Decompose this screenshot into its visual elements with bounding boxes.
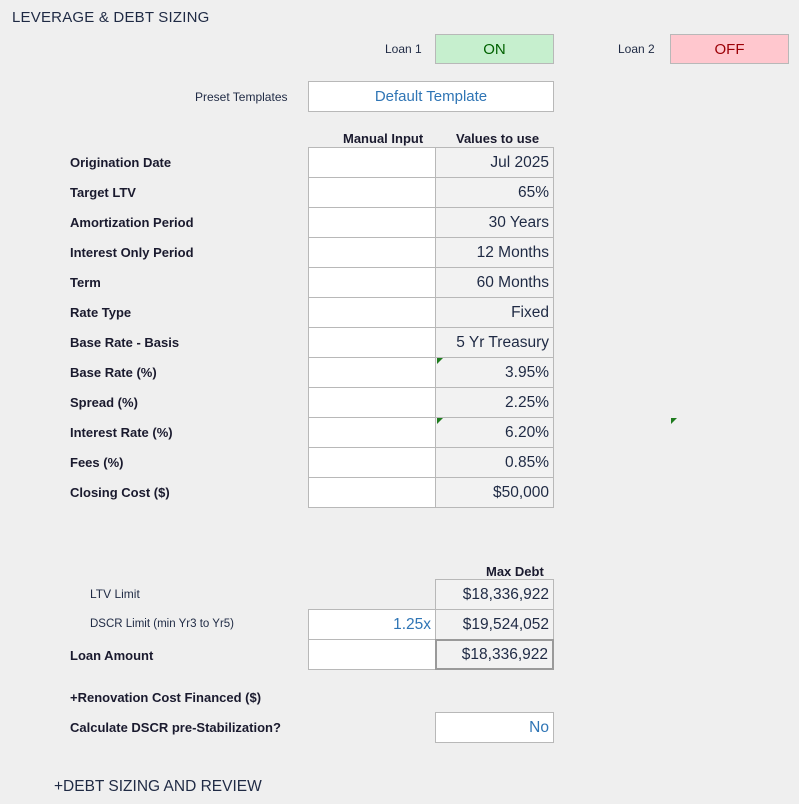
debt-sizing-review-link[interactable]: +DEBT SIZING AND REVIEW (54, 778, 262, 795)
row-label: Base Rate (%) (70, 365, 157, 380)
preset-label: Preset Templates (195, 90, 288, 104)
row-label: Closing Cost ($) (70, 485, 170, 500)
row-label: Term (70, 275, 101, 290)
manual-input-cell[interactable] (308, 447, 436, 478)
manual-input-cell[interactable] (308, 207, 436, 238)
value-to-use-cell: 3.95% (435, 357, 554, 388)
comment-indicator-icon (437, 358, 443, 364)
dscr-limit-label: DSCR Limit (min Yr3 to Yr5) (90, 618, 234, 630)
row-label: Base Rate - Basis (70, 335, 180, 350)
manual-input-header: Manual Input (343, 131, 424, 146)
row-label: Origination Date (70, 155, 172, 170)
manual-input-cell[interactable] (308, 477, 436, 508)
value-to-use-cell: 6.20% (435, 417, 554, 448)
value-to-use-cell: 30 Years (435, 207, 554, 238)
dscr-limit-input[interactable]: 1.25x (308, 609, 436, 640)
manual-input-cell[interactable] (308, 297, 436, 328)
loan2-toggle[interactable]: OFF (670, 34, 789, 64)
value-to-use-cell: 0.85% (435, 447, 554, 478)
row-label: Fees (%) (70, 455, 124, 470)
row-label: Interest Only Period (70, 245, 194, 260)
renovation-cost-toggle[interactable]: +Renovation Cost Financed ($) (70, 690, 262, 705)
value-to-use-cell: 5 Yr Treasury (435, 327, 554, 358)
row-label: Target LTV (70, 185, 136, 200)
comment-indicator-icon (437, 418, 443, 424)
max-debt-header: Max Debt (486, 564, 544, 579)
manual-input-cell[interactable] (308, 387, 436, 418)
loan-amount-label: Loan Amount (70, 648, 154, 663)
ltv-limit-label: LTV Limit (90, 587, 140, 601)
loan-amount-value: $18,336,922 (435, 639, 554, 670)
row-label: Amortization Period (70, 215, 194, 230)
manual-input-cell[interactable] (308, 267, 436, 298)
preset-template-select[interactable]: Default Template (308, 81, 554, 112)
ltv-limit-value: $18,336,922 (435, 579, 554, 610)
loan1-label: Loan 1 (385, 42, 422, 56)
loan-amount-input[interactable] (308, 639, 436, 670)
dscr-pre-stabilization-label: Calculate DSCR pre-Stabilization? (70, 720, 281, 735)
row-label: Interest Rate (%) (70, 425, 173, 440)
comment-indicator-icon (671, 418, 677, 424)
manual-input-cell[interactable] (308, 237, 436, 268)
value-to-use-cell: Jul 2025 (435, 147, 554, 178)
value-to-use-cell: 12 Months (435, 237, 554, 268)
manual-input-cell[interactable] (308, 327, 436, 358)
value-to-use-cell: 2.25% (435, 387, 554, 418)
dscr-limit-value: $19,524,052 (435, 609, 554, 640)
dscr-pre-stabilization-select[interactable]: No (435, 712, 554, 743)
value-to-use-cell: 60 Months (435, 267, 554, 298)
value-to-use-cell: $50,000 (435, 477, 554, 508)
page-title: LEVERAGE & DEBT SIZING (12, 9, 210, 26)
values-to-use-header: Values to use (456, 131, 540, 146)
manual-input-cell[interactable] (308, 357, 436, 388)
value-to-use-cell: Fixed (435, 297, 554, 328)
manual-input-cell[interactable] (308, 147, 436, 178)
loan1-toggle[interactable]: ON (435, 34, 554, 64)
manual-input-cell[interactable] (308, 177, 436, 208)
value-to-use-cell: 65% (435, 177, 554, 208)
manual-input-cell[interactable] (308, 417, 436, 448)
row-label: Rate Type (70, 305, 132, 320)
loan2-label: Loan 2 (618, 42, 655, 56)
row-label: Spread (%) (70, 395, 138, 410)
